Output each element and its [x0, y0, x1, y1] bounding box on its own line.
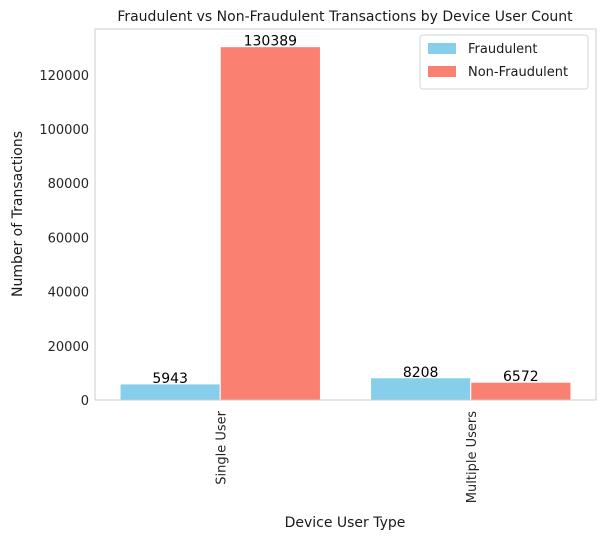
x-axis-label: Device User Type: [285, 515, 406, 531]
data-label-non-fraudulent-single-user: 130389: [244, 34, 297, 50]
y-axis-label: Number of Transactions: [10, 131, 26, 297]
data-label-fraudulent-multiple-users: 8208: [403, 365, 439, 381]
data-label-non-fraudulent-multiple-users: 6572: [503, 369, 539, 385]
legend-label-non-fraudulent: Non-Fraudulent: [468, 65, 568, 80]
y-axis-ticks: 0 20000 40000 60000 80000 100000 120000: [39, 69, 89, 409]
legend: Fraudulent Non-Fraudulent: [419, 34, 589, 90]
bar-fraudulent-multiple-users: [370, 377, 472, 401]
bars: [119, 46, 572, 401]
y-tick-label: 80000: [48, 177, 89, 192]
data-labels: 5943 130389 8208 6572: [152, 34, 538, 387]
y-tick-label: 60000: [48, 231, 89, 246]
chart-title: Fraudulent vs Non-Fraudulent Transaction…: [117, 9, 573, 25]
legend-label-fraudulent: Fraudulent: [468, 42, 538, 57]
x-tick-label: Multiple Users: [465, 411, 480, 503]
bar-non-fraudulent-single-user: [219, 46, 321, 401]
y-tick-label: 20000: [48, 340, 89, 355]
y-tick-label: 100000: [39, 123, 89, 138]
x-tick-label: Single User: [214, 410, 229, 484]
y-tick-label: 40000: [48, 286, 89, 301]
y-tick-label: 0: [81, 394, 89, 409]
legend-swatch-fraudulent: [428, 43, 456, 54]
plot-frame: [94, 28, 597, 401]
legend-swatch-non-fraudulent: [428, 66, 456, 77]
x-axis-ticks: Single User Multiple Users: [214, 410, 480, 503]
data-label-fraudulent-single-user: 5943: [152, 371, 188, 387]
y-tick-label: 120000: [39, 69, 89, 84]
legend-frame: [419, 34, 589, 90]
